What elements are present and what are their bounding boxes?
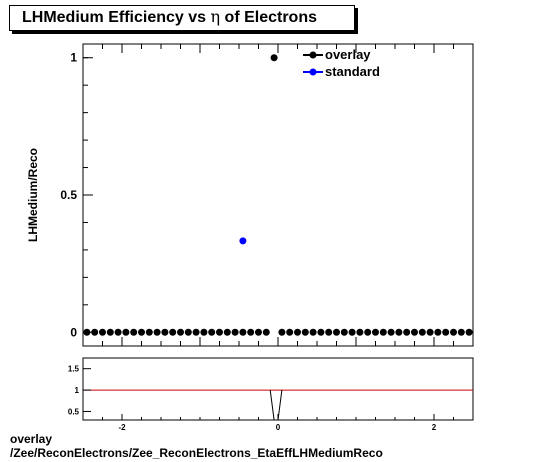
data-point-overlay [356,328,364,336]
ratio-axis-ticks: 0.5 1 1.5 -2 0 2 [68,365,474,432]
data-point-overlay [239,328,247,336]
data-point-overlay [138,328,145,336]
y-tick-label: 1 [70,51,77,65]
legend-overlay-marker [309,51,317,59]
chart-title-box: LHMedium Efficiency vs η of Electrons [9,5,355,31]
data-point-overlay [411,328,418,336]
data-point-overlay [262,328,270,336]
data-point-overlay [114,328,122,336]
data-point-overlay [418,328,426,336]
data-point-overlay [231,328,239,336]
data-point-overlay [177,328,184,336]
footer-line-2: /Zee/ReconElectrons/Zee_ReconElectrons_E… [10,446,383,460]
data-point-overlay [122,328,130,336]
data-point-overlay [348,328,356,336]
data-point-overlay [153,328,161,336]
chart-title: LHMedium Efficiency vs η of Electrons [22,7,317,27]
y-axis-label: LHMedium/Reco [26,148,40,242]
legend-standard-marker [309,68,317,76]
data-point-overlay [442,328,450,336]
data-point-overlay [317,328,325,336]
ratio-x-tick-label: -2 [118,423,126,432]
main-plot-frame [82,43,474,347]
data-point-overlay [333,328,340,336]
data-point-overlay [426,328,434,336]
data-point-overlay [286,328,294,336]
data-point-overlay [294,328,301,336]
data-point-overlay [145,328,153,336]
data-point-overlay [457,328,465,336]
data-point-overlay [450,328,457,336]
data-point-overlay [184,328,192,336]
data-point-overlay [91,328,99,336]
data-point-overlay [270,54,278,62]
ratio-plot-frame [82,357,474,421]
main-axis-ticks: 00.51 [60,44,474,346]
data-point-overlay [169,328,177,336]
data-point-overlay [372,328,379,336]
data-point-overlay [192,328,200,336]
data-point-overlay [223,328,231,336]
data-point-overlay [387,328,395,336]
ratio-y-tick-label: 1 [75,386,80,395]
data-point-overlay [83,328,91,336]
data-point-overlay [434,328,442,336]
data-point-overlay [99,328,106,336]
data-point-overlay [278,328,286,336]
data-point-overlay [340,328,348,336]
data-point-overlay [200,328,208,336]
data-point-overlay [208,328,216,336]
data-point-standard [239,237,247,245]
legend: overlay standard [303,47,380,79]
title-prefix: LHMedium Efficiency vs [22,9,211,26]
data-point-overlay [309,328,317,336]
ratio-x-tick-label: 2 [432,423,437,432]
data-point-overlay [465,328,473,336]
title-eta-symbol: η [210,7,221,26]
data-point-overlay [403,328,411,336]
title-suffix: of Electrons [220,9,317,26]
y-tick-label: 0 [70,325,77,339]
ratio-line [269,390,283,421]
data-point-overlay [247,328,255,336]
data-point-overlay [255,328,262,336]
ratio-y-tick-label: 1.5 [68,365,80,374]
data-point-overlay [216,328,223,336]
footer-line-1: overlay [10,432,53,446]
legend-overlay-label: overlay [325,47,371,62]
ratio-y-tick-label: 0.5 [68,407,80,416]
ratio-x-tick-label: 0 [276,423,281,432]
main-data-points [83,54,473,336]
data-point-overlay [130,328,138,336]
data-point-overlay [161,328,169,336]
legend-standard-label: standard [325,64,380,79]
data-point-overlay [379,328,387,336]
data-point-overlay [325,328,333,336]
data-point-overlay [364,328,372,336]
data-point-overlay [106,328,114,336]
data-point-overlay [395,328,403,336]
data-point-overlay [301,328,309,336]
y-tick-label: 0.5 [60,188,77,202]
